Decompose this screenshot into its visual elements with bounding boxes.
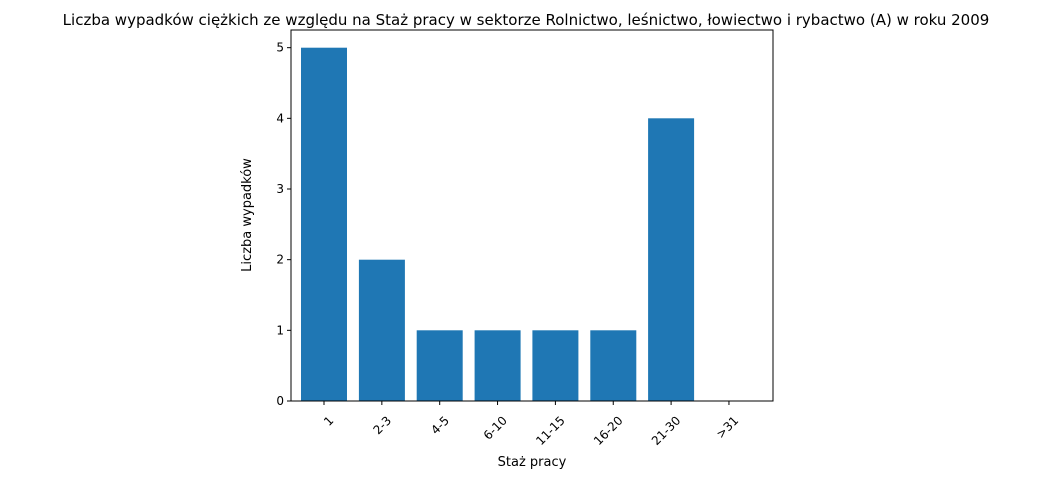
bar-1 — [301, 47, 347, 401]
bar-11-15 — [532, 330, 579, 401]
x-tick-label: 21-30 — [649, 413, 684, 448]
bar-21-30 — [648, 118, 695, 402]
y-tick-label: 2 — [276, 253, 284, 267]
x-tick-label: 2-3 — [370, 413, 394, 437]
x-tick-label: >31 — [713, 413, 741, 441]
bar-2-3 — [358, 259, 405, 401]
y-axis: 0 1 2 3 4 5 — [276, 41, 291, 408]
x-tick-label: 6-10 — [481, 413, 510, 442]
y-tick-label: 0 — [276, 394, 284, 408]
plot-frame — [290, 29, 774, 402]
y-tick-label: 3 — [276, 182, 284, 196]
x-axis: 1 2-3 4-5 6-10 11-15 16-20 21-30 >31 — [321, 401, 741, 448]
x-tick-label: 4-5 — [428, 413, 452, 437]
chart-title: Liczba wypadków ciężkich ze względu na S… — [63, 11, 990, 29]
x-axis-label: Staż pracy — [498, 455, 567, 470]
y-axis-label: Liczba wypadków — [240, 158, 255, 272]
bar-4-5 — [416, 330, 463, 401]
bar-16-20 — [590, 330, 637, 401]
x-tick-label: 1 — [321, 413, 336, 428]
y-tick-label: 4 — [276, 111, 284, 125]
bar-6-10 — [474, 330, 521, 401]
y-tick-label: 1 — [276, 323, 284, 337]
y-tick-label: 5 — [276, 41, 284, 55]
bars-group — [301, 47, 695, 402]
x-tick-label: 11-15 — [533, 413, 568, 448]
x-tick-label: 16-20 — [591, 413, 626, 448]
